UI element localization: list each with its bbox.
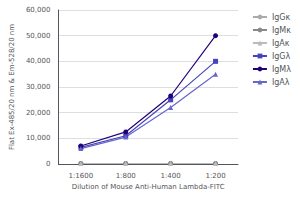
svg-text:IgMκ: IgMκ — [272, 26, 291, 35]
svg-text:IgGλ: IgGλ — [272, 52, 291, 61]
svg-text:Dilution of Mouse Anti-Human L: Dilution of Mouse Anti-Human Lambda-FITC — [72, 183, 225, 191]
svg-text:1:1600: 1:1600 — [69, 172, 94, 180]
svg-text:10,000: 10,000 — [26, 134, 51, 142]
svg-text:50,000: 50,000 — [26, 32, 51, 40]
svg-text:1:400: 1:400 — [161, 172, 181, 180]
svg-text:Flat Ex-485/20 nm & Em-528/20: Flat Ex-485/20 nm & Em-528/20 nm — [8, 24, 16, 150]
svg-text:40,000: 40,000 — [26, 57, 51, 65]
svg-text:20,000: 20,000 — [26, 109, 51, 117]
svg-text:IgAλ: IgAλ — [272, 78, 290, 87]
svg-text:IgAκ: IgAκ — [272, 39, 290, 48]
svg-text:1:200: 1:200 — [205, 172, 225, 180]
svg-text:IgGκ: IgGκ — [272, 13, 291, 22]
svg-text:60,000: 60,000 — [26, 6, 51, 14]
svg-text:0: 0 — [46, 160, 50, 168]
svg-text:30,000: 30,000 — [26, 83, 51, 91]
svg-text:1:800: 1:800 — [116, 172, 136, 180]
svg-text:IgMλ: IgMλ — [272, 65, 291, 74]
